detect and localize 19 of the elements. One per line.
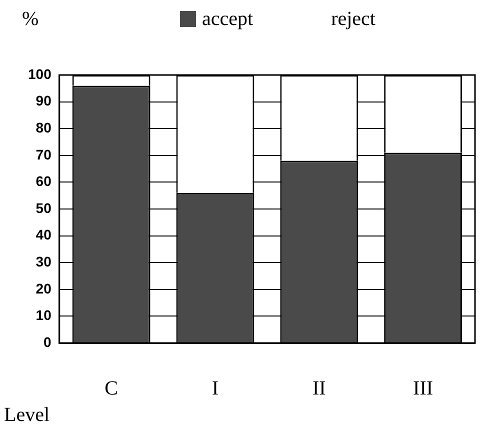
y-tick-label: 0: [44, 334, 52, 350]
x-axis-title: Level: [4, 404, 50, 427]
y-tick-label: 90: [36, 92, 52, 109]
x-tick-label: C: [104, 377, 118, 400]
x-tick-label: II: [312, 377, 326, 400]
x-tick-label: I: [212, 377, 219, 400]
legend-label: accept: [201, 8, 254, 31]
y-axis-title: %: [22, 8, 39, 31]
text: reject: [330, 8, 376, 31]
y-tick-label: 10: [36, 307, 52, 324]
x-tick-label: III: [413, 377, 434, 400]
y-tick-label: 20: [36, 280, 52, 296]
y-tick-label: 30: [36, 253, 52, 270]
y-tick-label: 40: [36, 226, 52, 243]
y-tick-label: 50: [36, 200, 52, 216]
y-tick-label: 80: [36, 119, 52, 136]
y-tick-label: 70: [36, 146, 52, 162]
y-tick-label: 60: [36, 173, 52, 190]
y-tick-label: 100: [28, 66, 52, 82]
